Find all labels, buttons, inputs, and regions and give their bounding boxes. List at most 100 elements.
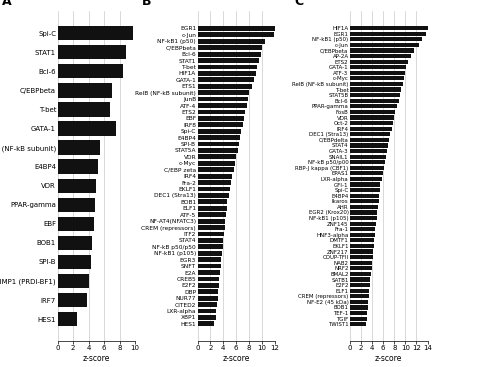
Bar bbox=[198, 321, 214, 326]
Bar bbox=[58, 274, 88, 288]
Bar bbox=[350, 322, 366, 326]
Bar bbox=[198, 283, 219, 288]
Bar bbox=[350, 233, 375, 237]
Bar bbox=[198, 257, 222, 262]
Bar bbox=[350, 132, 391, 137]
Bar bbox=[198, 212, 226, 217]
Bar bbox=[350, 210, 377, 215]
Bar bbox=[350, 272, 371, 276]
Bar bbox=[198, 309, 216, 313]
Bar bbox=[350, 266, 372, 270]
Bar bbox=[350, 305, 368, 309]
Bar bbox=[198, 65, 257, 69]
Bar bbox=[198, 276, 220, 281]
Bar bbox=[350, 59, 408, 64]
Bar bbox=[350, 115, 395, 120]
Bar bbox=[198, 103, 246, 108]
Bar bbox=[198, 167, 234, 172]
Bar bbox=[350, 160, 385, 164]
Bar bbox=[198, 180, 231, 185]
Bar bbox=[350, 93, 400, 97]
Bar bbox=[350, 48, 414, 52]
Bar bbox=[198, 155, 236, 159]
X-axis label: z-score: z-score bbox=[375, 354, 402, 363]
Bar bbox=[58, 236, 92, 250]
Bar bbox=[58, 293, 87, 307]
Bar bbox=[350, 71, 406, 75]
Bar bbox=[58, 312, 77, 326]
Bar bbox=[350, 99, 399, 103]
Bar bbox=[198, 270, 220, 275]
Bar bbox=[198, 58, 259, 63]
Bar bbox=[198, 90, 249, 95]
Bar bbox=[58, 141, 100, 155]
Bar bbox=[350, 65, 406, 69]
Bar bbox=[198, 39, 266, 44]
Bar bbox=[350, 104, 397, 108]
Bar bbox=[198, 219, 226, 224]
Bar bbox=[198, 206, 226, 211]
Bar bbox=[350, 316, 366, 321]
X-axis label: z-score: z-score bbox=[82, 354, 110, 363]
Bar bbox=[58, 160, 98, 174]
Bar bbox=[198, 52, 261, 57]
Bar bbox=[198, 161, 235, 166]
Bar bbox=[350, 149, 387, 153]
Bar bbox=[350, 250, 373, 254]
Bar bbox=[350, 288, 370, 293]
Bar bbox=[198, 97, 248, 102]
Bar bbox=[350, 205, 378, 209]
Bar bbox=[198, 71, 256, 76]
X-axis label: z-score: z-score bbox=[222, 354, 250, 363]
Bar bbox=[350, 311, 367, 315]
Bar bbox=[198, 26, 278, 31]
Bar bbox=[198, 232, 224, 236]
Bar bbox=[198, 289, 218, 294]
Bar bbox=[350, 171, 382, 175]
Bar bbox=[350, 182, 380, 187]
Bar bbox=[350, 177, 382, 181]
Bar bbox=[198, 77, 254, 82]
Bar bbox=[350, 143, 388, 148]
Bar bbox=[350, 227, 376, 231]
Bar bbox=[350, 166, 384, 170]
Bar bbox=[350, 277, 370, 281]
Bar bbox=[198, 32, 274, 37]
Bar bbox=[350, 155, 386, 159]
Bar bbox=[58, 83, 112, 98]
Bar bbox=[350, 110, 396, 114]
Bar bbox=[350, 82, 403, 86]
Bar bbox=[58, 255, 91, 269]
Bar bbox=[350, 244, 374, 248]
Bar bbox=[198, 186, 230, 192]
Bar bbox=[198, 84, 252, 89]
Bar bbox=[350, 127, 392, 131]
Bar bbox=[350, 238, 374, 243]
Bar bbox=[350, 283, 370, 287]
Bar bbox=[198, 244, 222, 249]
Bar bbox=[350, 255, 372, 259]
Bar bbox=[350, 300, 368, 304]
Text: B: B bbox=[142, 0, 151, 8]
Bar bbox=[350, 121, 393, 125]
Bar bbox=[198, 302, 217, 307]
Bar bbox=[350, 87, 401, 92]
Bar bbox=[350, 294, 369, 298]
Bar bbox=[350, 188, 380, 192]
Bar bbox=[58, 64, 124, 79]
Text: A: A bbox=[2, 0, 12, 8]
Bar bbox=[350, 76, 404, 80]
Bar bbox=[350, 199, 379, 203]
Bar bbox=[198, 116, 244, 121]
Bar bbox=[350, 26, 430, 30]
Bar bbox=[58, 217, 94, 231]
Bar bbox=[198, 142, 239, 146]
Bar bbox=[198, 199, 227, 204]
Bar bbox=[58, 197, 94, 212]
Bar bbox=[58, 102, 110, 117]
Bar bbox=[198, 148, 237, 153]
Bar bbox=[198, 193, 228, 198]
Bar bbox=[198, 264, 221, 269]
Bar bbox=[198, 238, 224, 243]
Bar bbox=[58, 26, 134, 40]
